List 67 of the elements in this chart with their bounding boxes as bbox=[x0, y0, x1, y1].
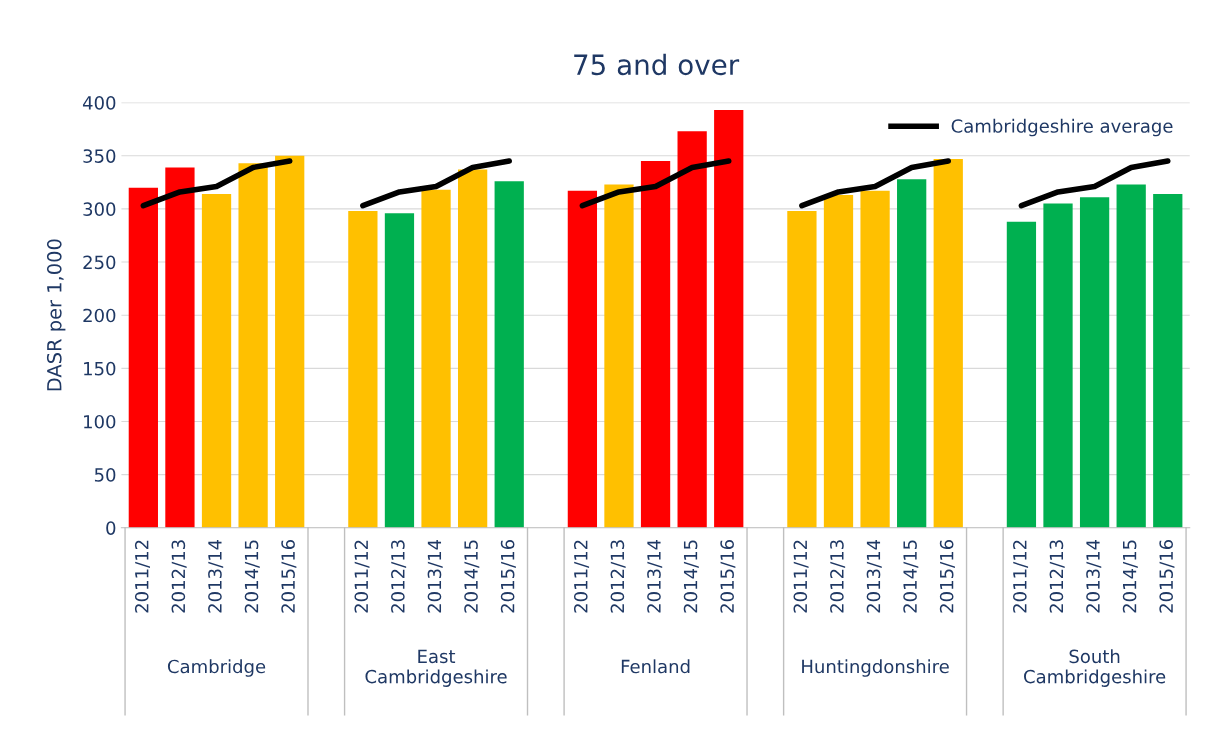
bar bbox=[787, 211, 817, 528]
legend-label: Cambridgeshire average bbox=[951, 118, 1173, 137]
bar bbox=[421, 189, 451, 528]
x-tick-label: 2013/14 bbox=[427, 539, 443, 613]
bar bbox=[384, 213, 415, 528]
x-tick-label: 2012/13 bbox=[830, 540, 846, 613]
x-tick-label: 2014/15 bbox=[464, 540, 480, 613]
x-tick-label: 2012/13 bbox=[391, 540, 407, 613]
bar bbox=[128, 187, 158, 528]
bar bbox=[457, 169, 488, 528]
x-tick-label: 2015/16 bbox=[720, 540, 736, 613]
y-tick-label: 100 bbox=[84, 414, 116, 429]
x-tick-label: 2013/14 bbox=[866, 539, 882, 613]
y-tick-label: 250 bbox=[83, 255, 116, 270]
x-tick-label: 2014/15 bbox=[903, 540, 919, 613]
y-tick-label: 400 bbox=[82, 96, 116, 110]
bar bbox=[677, 131, 707, 528]
y-tick-label: 200 bbox=[83, 308, 116, 323]
bar bbox=[348, 211, 378, 528]
x-tick-label: 2015/16 bbox=[281, 540, 297, 613]
bar bbox=[165, 167, 195, 528]
x-tick-label: 2011/12 bbox=[134, 540, 151, 613]
x-tick-label: 2014/15 bbox=[683, 540, 699, 613]
x-tick-label: 2015/16 bbox=[939, 540, 955, 613]
bar bbox=[1116, 184, 1146, 528]
x-tick-label: 2012/13 bbox=[171, 540, 187, 613]
bar bbox=[1043, 203, 1073, 528]
y-tick-label: 350 bbox=[83, 149, 116, 163]
x-tick-label: 2015/16 bbox=[500, 540, 516, 613]
x-tick-label: 2011/12 bbox=[793, 540, 809, 613]
text: South Cambridgeshire bbox=[1024, 649, 1166, 687]
chart-title: 75 and over bbox=[574, 53, 740, 76]
x-tick-label: 2011/12 bbox=[1013, 540, 1029, 613]
y-tick-label: 300 bbox=[83, 202, 116, 217]
x-tick-label: 2012/13 bbox=[1049, 540, 1065, 613]
text: Huntingdonshire bbox=[802, 659, 949, 677]
bar bbox=[640, 161, 671, 528]
bar bbox=[604, 184, 634, 528]
bar bbox=[714, 110, 744, 528]
y-axis-title: DASR per 1,000 bbox=[46, 239, 66, 391]
bar bbox=[1006, 221, 1037, 528]
bar bbox=[1079, 197, 1110, 528]
x-tick-label: 2011/12 bbox=[573, 540, 590, 613]
bar bbox=[860, 190, 890, 528]
y-tick-label: 50 bbox=[94, 468, 116, 482]
x-tick-label: 2013/14 bbox=[1086, 539, 1102, 613]
x-tick-label: 2014/15 bbox=[1122, 540, 1138, 613]
bar bbox=[238, 163, 268, 528]
x-tick-label: 2013/14 bbox=[208, 539, 224, 613]
bar bbox=[567, 190, 598, 528]
x-tick-label: 2012/13 bbox=[610, 540, 626, 613]
x-tick-label: 2013/14 bbox=[647, 539, 663, 613]
bar bbox=[494, 181, 524, 528]
text: Fenland bbox=[621, 659, 690, 674]
x-tick-label: 2015/16 bbox=[1159, 540, 1175, 613]
x-tick-label: 2014/15 bbox=[244, 540, 260, 613]
x-tick-label: 2011/12 bbox=[354, 540, 370, 613]
bar bbox=[933, 158, 963, 528]
bar bbox=[275, 155, 305, 528]
text: East Cambridgeshire bbox=[365, 649, 507, 687]
bar bbox=[201, 194, 232, 528]
y-tick-label: 150 bbox=[84, 361, 116, 376]
bar bbox=[1153, 194, 1183, 528]
bar bbox=[823, 195, 854, 528]
text: Cambridge bbox=[167, 659, 266, 677]
y-tick-label: 0 bbox=[106, 521, 116, 535]
bar bbox=[897, 179, 927, 528]
